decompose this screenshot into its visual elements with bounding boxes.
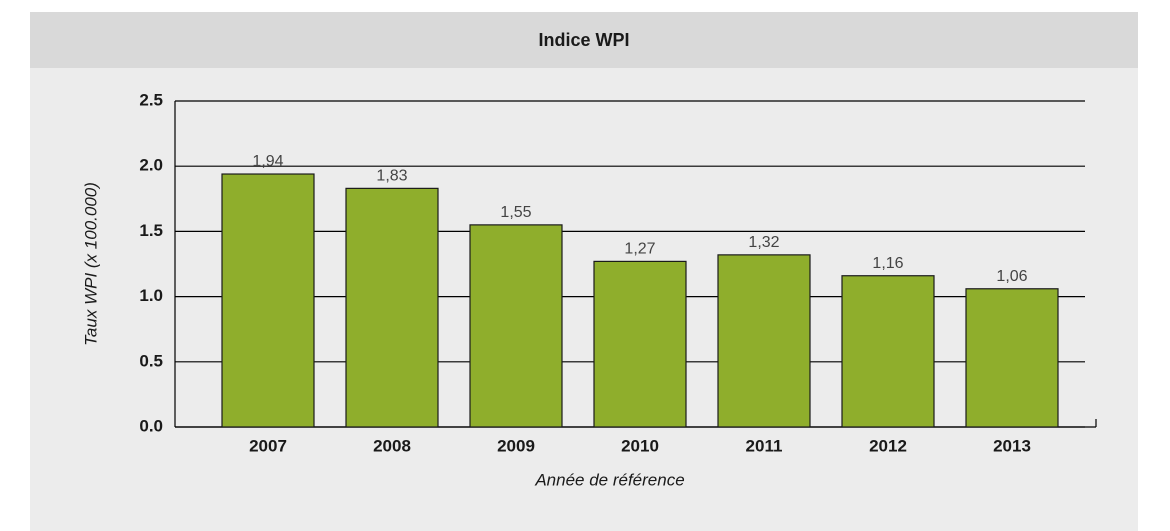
panel bbox=[30, 12, 1138, 531]
y-tick-label: 2.5 bbox=[139, 90, 163, 109]
x-axis-title: Année de référence bbox=[534, 470, 684, 489]
bar bbox=[469, 224, 563, 428]
y-axis-title: Taux WPI (x 100.000) bbox=[81, 182, 100, 346]
x-tick-label: 2008 bbox=[373, 436, 411, 455]
y-tick-label: 1.0 bbox=[139, 286, 163, 305]
bar bbox=[965, 288, 1059, 428]
bar bbox=[841, 275, 935, 428]
x-tick-label: 2011 bbox=[746, 436, 783, 455]
y-tick-label: 2.0 bbox=[139, 156, 163, 175]
value-label: 1,16 bbox=[872, 255, 903, 272]
bar bbox=[221, 173, 315, 428]
y-tick-label: 1.5 bbox=[139, 221, 163, 240]
value-label: 1,27 bbox=[624, 241, 655, 258]
y-tick-label: 0.0 bbox=[139, 416, 163, 435]
bar bbox=[717, 254, 811, 428]
value-label: 1,55 bbox=[500, 204, 531, 221]
value-label: 1,83 bbox=[376, 168, 407, 185]
y-tick-label: 0.5 bbox=[139, 351, 163, 370]
title-band bbox=[30, 12, 1138, 68]
bar bbox=[593, 260, 687, 428]
value-label: 1,06 bbox=[996, 268, 1027, 285]
x-tick-label: 2013 bbox=[993, 436, 1031, 455]
value-label: 1,32 bbox=[748, 234, 779, 251]
x-tick-label: 2007 bbox=[249, 436, 287, 455]
bar bbox=[345, 187, 439, 428]
x-tick-label: 2009 bbox=[497, 436, 535, 455]
chart-title: Indice WPI bbox=[538, 30, 629, 50]
x-tick-label: 2012 bbox=[869, 436, 907, 455]
value-label: 1,94 bbox=[252, 153, 283, 170]
x-tick-label: 2010 bbox=[621, 436, 659, 455]
